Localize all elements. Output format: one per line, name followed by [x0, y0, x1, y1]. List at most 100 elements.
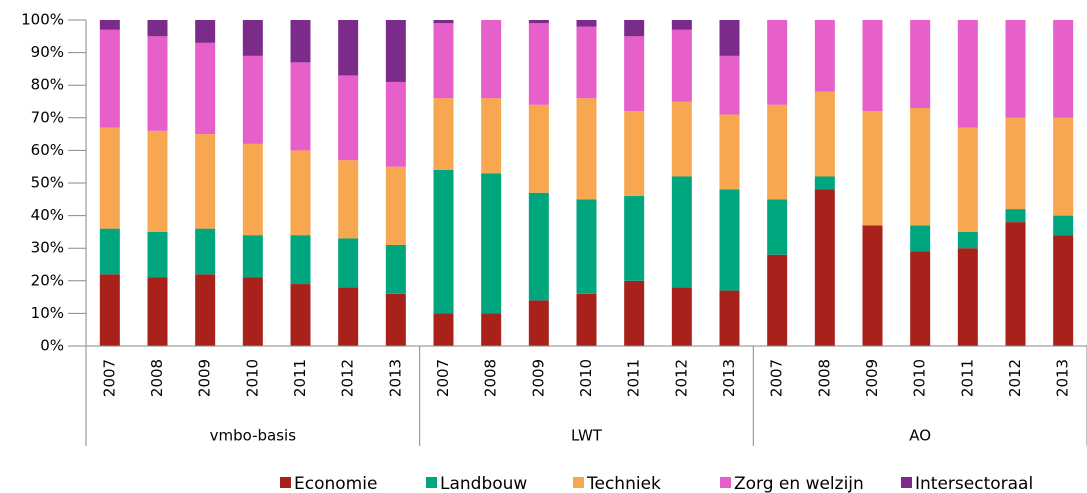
bar-segment: [1005, 222, 1026, 346]
group-label: AO: [909, 427, 931, 445]
bar-segment: [290, 62, 311, 151]
x-tick-label: 2007: [100, 359, 118, 397]
group-label: vmbo-basis: [210, 427, 297, 445]
bar-segment: [528, 23, 549, 105]
y-tick-label: 60%: [31, 141, 64, 159]
bar-segment: [576, 293, 597, 346]
bar-segment: [576, 20, 597, 27]
y-tick-label: 70%: [31, 108, 64, 126]
legend-label: Zorg en welzijn: [734, 474, 864, 493]
y-tick-label: 40%: [31, 206, 64, 224]
bar-segment: [195, 42, 216, 135]
bar-segment: [385, 166, 406, 245]
bar-segment: [576, 26, 597, 99]
bar-segment: [433, 98, 454, 170]
bar-segment: [1005, 209, 1026, 223]
bar-segment: [576, 199, 597, 294]
bar-segment: [385, 293, 406, 346]
bar-segment: [99, 29, 120, 128]
x-tick-label: 2007: [434, 359, 452, 397]
bar-segment: [338, 238, 359, 288]
bar-segment: [957, 127, 978, 232]
bar-segment: [242, 235, 263, 278]
legend-label: Landbouw: [440, 474, 527, 493]
bar-segment: [433, 20, 454, 24]
bar-segment: [767, 20, 788, 105]
bar-segment: [481, 173, 502, 314]
bar-segment: [719, 55, 740, 115]
bar-segment: [385, 244, 406, 294]
bar-segment: [862, 225, 883, 346]
bar-segment: [290, 150, 311, 236]
bar-segment: [195, 274, 216, 346]
x-tick-label: 2009: [863, 359, 881, 397]
bar-segment: [338, 75, 359, 161]
bar-segment: [1053, 117, 1074, 216]
bar-segment: [242, 143, 263, 236]
legend-swatch: [426, 477, 437, 488]
bar-segment: [433, 23, 454, 99]
x-tick-label: 2010: [243, 359, 261, 397]
bar-segment: [862, 20, 883, 112]
bar-segment: [385, 20, 406, 82]
bar-segment: [481, 313, 502, 346]
bar-segment: [385, 81, 406, 167]
bar-segment: [671, 287, 692, 346]
bar-segment: [242, 55, 263, 144]
bar-segment: [195, 20, 216, 43]
bar-segment: [671, 29, 692, 102]
bar-segment: [814, 189, 835, 346]
bar-segment: [147, 231, 168, 278]
x-tick-label: 2012: [1006, 359, 1024, 397]
bar-segment: [99, 20, 120, 30]
x-tick-label: 2013: [386, 359, 404, 397]
bar-segment: [719, 20, 740, 56]
legend-label: Economie: [294, 474, 377, 493]
legend-swatch: [720, 477, 731, 488]
bar-segment: [433, 313, 454, 346]
x-tick-label: 2009: [529, 359, 547, 397]
bar-segment: [910, 108, 931, 226]
x-tick-label: 2012: [672, 359, 690, 397]
bar-segment: [719, 189, 740, 291]
y-tick-label: 100%: [21, 11, 64, 29]
bar-segment: [814, 20, 835, 92]
y-tick-label: 20%: [31, 271, 64, 289]
bar-segment: [528, 20, 549, 24]
bar-segment: [147, 20, 168, 37]
bar-segment: [99, 228, 120, 275]
x-tick-label: 2008: [148, 359, 166, 397]
legend-label: Techniek: [586, 474, 661, 493]
bar-segment: [290, 235, 311, 285]
bar-segment: [147, 277, 168, 346]
x-tick-label: 2009: [196, 359, 214, 397]
bar-segment: [767, 199, 788, 255]
bar-segment: [1053, 235, 1074, 346]
bar-segment: [147, 36, 168, 131]
x-tick-label: 2010: [577, 359, 595, 397]
bar-segment: [290, 284, 311, 346]
bar-segment: [624, 111, 645, 197]
bar-segment: [814, 176, 835, 190]
x-tick-label: 2008: [482, 359, 500, 397]
bar-segment: [624, 280, 645, 346]
bar-segment: [910, 20, 931, 109]
bar-segment: [1053, 20, 1074, 118]
bar-segment: [338, 287, 359, 346]
x-tick-label: 2012: [339, 359, 357, 397]
bar-segment: [195, 228, 216, 275]
bar-segment: [719, 114, 740, 190]
x-tick-label: 2013: [720, 359, 738, 397]
y-tick-label: 30%: [31, 239, 64, 257]
x-tick-label: 2007: [768, 359, 786, 397]
bar-segment: [671, 20, 692, 30]
bar-segment: [433, 169, 454, 314]
x-tick-label: 2011: [958, 359, 976, 397]
bar-segment: [624, 20, 645, 37]
bar-segment: [814, 91, 835, 177]
bar-segment: [195, 134, 216, 229]
bar-segment: [767, 104, 788, 200]
y-tick-label: 0%: [40, 337, 64, 355]
bar-segment: [99, 127, 120, 229]
